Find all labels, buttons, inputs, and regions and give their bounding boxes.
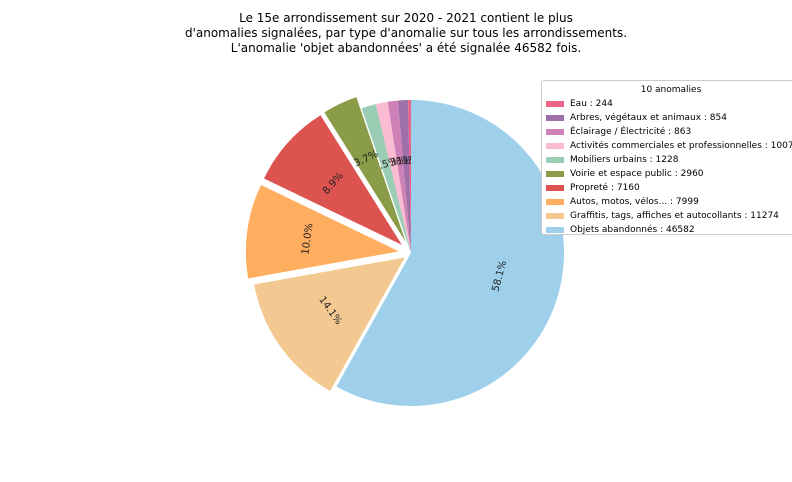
- legend-item-4: Mobiliers urbains : 1228: [542, 153, 792, 167]
- legend-item-7: Autos, motos, vélos... : 7999: [542, 195, 792, 209]
- pie-slice-4: [361, 104, 411, 254]
- legend-item-1: Arbres, végétaux et animaux : 854: [542, 111, 792, 125]
- legend-item-5: Voirie et espace public : 2960: [542, 167, 792, 181]
- legend-swatch: [546, 143, 564, 149]
- legend-item-9: Objets abandonnés : 46582: [542, 223, 792, 237]
- pie-slice-label-0: 0.3%: [397, 156, 423, 167]
- legend-item-2: Éclairage / Électricité : 863: [542, 125, 792, 139]
- legend-label: Graffitis, tags, affiches et autocollant…: [570, 211, 779, 221]
- legend-label: Autos, motos, vélos... : 7999: [570, 197, 699, 207]
- legend-label: Objets abandonnés : 46582: [570, 225, 695, 235]
- pie-slice-0: [408, 100, 411, 253]
- legend-label: Propreté : 7160: [570, 183, 640, 193]
- legend-item-3: Activités commerciales et professionnell…: [542, 139, 792, 153]
- legend-label: Eau : 244: [570, 99, 613, 109]
- legend-swatch: [546, 213, 564, 219]
- chart-title-line-3: L'anomalie 'objet abandonnées' a été sig…: [230, 41, 582, 55]
- legend-swatch: [546, 101, 564, 107]
- pie-slice-1: [397, 100, 411, 253]
- pie-slice-5: [324, 97, 406, 242]
- legend-title: 10 anomalies: [640, 85, 702, 95]
- legend-swatch: [546, 199, 564, 205]
- legend-swatch: [546, 115, 564, 121]
- legend-swatch: [546, 129, 564, 135]
- chart-title-line-2: d'anomalies signalées, par type d'anomal…: [184, 26, 628, 40]
- pie-slice-9: [336, 100, 564, 406]
- pie-slice-6: [264, 115, 402, 245]
- legend-label: Voirie et espace public : 2960: [570, 169, 704, 179]
- legend-label: Éclairage / Électricité : 863: [570, 127, 692, 137]
- legend-item-6: Propreté : 7160: [542, 181, 792, 195]
- pie-slice-8: [254, 257, 405, 392]
- legend-swatch: [546, 185, 564, 191]
- chart-title-line-1: Le 15e arrondissement sur 2020 - 2021 co…: [239, 11, 573, 25]
- legend-label: Arbres, végétaux et animaux : 854: [570, 113, 727, 123]
- legend-swatch: [546, 227, 564, 233]
- legend-item-0: Eau : 244: [542, 97, 792, 111]
- legend-label: Activités commerciales et professionnell…: [570, 141, 792, 151]
- chart-title: Le 15e arrondissement sur 2020 - 2021 co…: [100, 11, 712, 56]
- legend-swatch: [546, 171, 564, 177]
- legend-swatch: [546, 157, 564, 163]
- pie-slice-2: [387, 100, 411, 254]
- pie-slice-label-7: 10.0%: [300, 222, 315, 255]
- legend-label: Mobiliers urbains : 1228: [570, 155, 679, 165]
- pie-slice-3: [375, 101, 411, 253]
- legend-items: Eau : 244 Arbres, végétaux et animaux : 8…: [542, 97, 792, 237]
- chart-legend: 10 anomalies Eau : 244 Arbres, végétaux e…: [541, 80, 792, 235]
- pie-slice-7: [245, 184, 399, 279]
- legend-item-8: Graffitis, tags, affiches et autocollant…: [542, 209, 792, 223]
